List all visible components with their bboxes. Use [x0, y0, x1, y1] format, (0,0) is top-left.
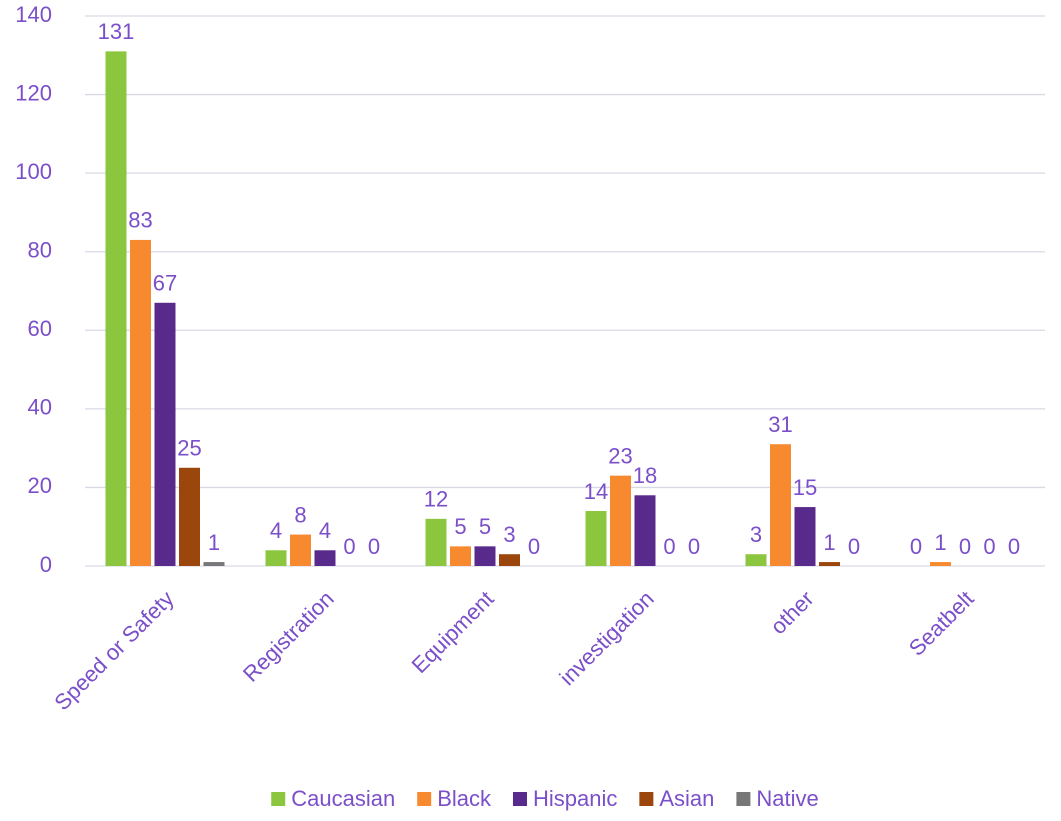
- bar: [203, 562, 225, 566]
- x-tick-label: Speed or Safety: [49, 586, 178, 715]
- bar: [794, 507, 816, 566]
- data-label: 4: [319, 518, 331, 543]
- data-label: 1: [823, 530, 835, 555]
- data-label: 8: [294, 502, 306, 527]
- data-label: 0: [1008, 534, 1020, 559]
- bar: [770, 444, 791, 566]
- data-label: 0: [959, 534, 971, 559]
- legend-label: Hispanic: [533, 786, 617, 811]
- data-label: 5: [454, 514, 466, 539]
- x-tick-label: investigation: [554, 586, 658, 690]
- data-label: 3: [503, 522, 515, 547]
- data-label: 0: [368, 534, 380, 559]
- y-tick-label: 20: [28, 473, 52, 498]
- legend-label: Black: [437, 786, 492, 811]
- y-tick-label: 80: [28, 238, 52, 263]
- x-tick-label: Registration: [238, 586, 339, 687]
- y-tick-label: 140: [15, 2, 52, 27]
- data-label: 3: [750, 522, 762, 547]
- y-tick-label: 100: [15, 159, 52, 184]
- data-label: 131: [98, 19, 135, 44]
- legend-swatch: [512, 792, 527, 806]
- data-label: 0: [663, 534, 675, 559]
- y-tick-label: 40: [28, 395, 52, 420]
- bar: [265, 550, 287, 566]
- data-label: 14: [584, 479, 608, 504]
- data-label: 0: [688, 534, 700, 559]
- data-label: 0: [910, 534, 922, 559]
- y-tick-label: 0: [40, 552, 52, 577]
- data-label: 4: [270, 518, 282, 543]
- legend-label: Asian: [659, 786, 714, 811]
- bar: [499, 554, 520, 566]
- data-label: 0: [528, 534, 540, 559]
- legend-swatch: [271, 792, 286, 806]
- x-tick-label: Seatbelt: [904, 586, 979, 661]
- bar: [474, 546, 496, 566]
- bar: [105, 51, 127, 567]
- data-label: 0: [343, 534, 355, 559]
- data-label: 0: [983, 534, 995, 559]
- bar: [610, 475, 631, 566]
- data-label: 31: [768, 412, 792, 437]
- legend-swatch: [417, 792, 432, 806]
- bar: [179, 467, 200, 566]
- bar: [930, 562, 951, 566]
- bar: [450, 546, 471, 566]
- bar: [745, 554, 767, 566]
- bar: [290, 534, 311, 566]
- data-label: 5: [479, 514, 491, 539]
- bar: [585, 511, 607, 566]
- bar: [819, 562, 840, 566]
- data-label: 0: [848, 534, 860, 559]
- data-label: 15: [793, 475, 817, 500]
- y-tick-label: 120: [15, 80, 52, 105]
- legend-swatch: [639, 792, 654, 806]
- bar: [314, 550, 336, 566]
- legend-swatch: [736, 792, 751, 806]
- bar: [634, 495, 656, 566]
- bar: [130, 239, 151, 566]
- data-label: 25: [177, 436, 201, 461]
- data-label: 83: [128, 208, 152, 233]
- x-tick-label: Equipment: [407, 586, 499, 678]
- x-tick-label: other: [766, 586, 819, 639]
- data-label: 12: [424, 487, 448, 512]
- legend-label: Native: [756, 786, 818, 811]
- data-label: 67: [153, 271, 177, 296]
- bar: [154, 302, 176, 566]
- data-label: 1: [934, 530, 946, 555]
- legend-label: Caucasian: [291, 786, 395, 811]
- data-label: 18: [633, 463, 657, 488]
- data-label: 23: [608, 443, 632, 468]
- bar: [425, 518, 447, 566]
- y-tick-label: 60: [28, 316, 52, 341]
- data-label: 1: [208, 530, 220, 555]
